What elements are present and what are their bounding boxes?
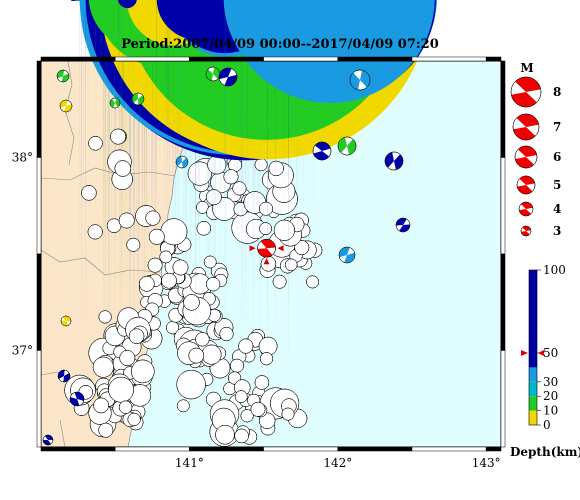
axis-labels: 38° 37° 141° 142° 143° (12, 151, 501, 471)
earthquake-mechanism (228, 0, 272, 235)
earthquake-mechanism (164, 0, 227, 175)
earthquake-mechanism (208, 0, 273, 216)
earthquake-mechanism (238, 0, 347, 354)
earthquake-mechanism (218, 67, 238, 87)
earthquake-mechanism (114, 0, 169, 177)
earthquake-mechanism (57, 369, 71, 383)
depth-band (529, 410, 537, 425)
magnitude-legend-label: 3 (553, 224, 561, 238)
depth-scale-label: 20 (543, 389, 558, 403)
earthquake-mechanism (338, 246, 356, 264)
longitude-tick-label: 143° (472, 456, 501, 470)
earthquake-mechanism (59, 99, 73, 113)
earthquake-mechanism (219, 0, 335, 342)
depth-scale-label: 0 (543, 418, 551, 432)
earthquake-mechanism (131, 92, 145, 106)
depth-scale-label: 50 (543, 346, 558, 360)
earthquake-mechanism (337, 136, 357, 156)
highlight-arrow-bottom (263, 258, 270, 265)
earthquake-mechanism (148, 0, 237, 245)
latitude-tick-label: 38° (12, 151, 33, 165)
earthquake-mechanism (88, 0, 144, 151)
earthquake-mechanism (145, 0, 219, 226)
earthquake-mechanism (56, 69, 70, 83)
earthquake-mechanism (250, 0, 410, 417)
earthquake-mechanism (312, 141, 332, 161)
longitude-tick-label: 142° (323, 456, 352, 470)
magnitude-legend-title: M (520, 61, 533, 75)
earthquake-mechanism (69, 391, 85, 407)
map-title: Period:2007/04/09 00:00--2017/04/09 07:2… (121, 37, 439, 52)
magnitude-legend-symbol (512, 113, 540, 141)
earthquake-mechanism (197, 0, 222, 206)
magnitude-legend-label: 8 (553, 85, 561, 99)
magnitude-legend-symbol (514, 145, 538, 169)
earthquake-mechanism (109, 97, 121, 109)
earthquake-mechanism (247, 0, 310, 256)
earthquake-mechanism (60, 315, 72, 327)
magnitude-legend-symbol (518, 201, 534, 217)
earthquake-mechanism (259, 0, 359, 366)
earthquake-mechanism (230, 0, 295, 241)
earthquake-mechanism (384, 151, 404, 171)
earthquake-mechanism (205, 66, 221, 82)
earthquake-mechanisms (42, 0, 437, 447)
earthquake-mechanism (188, 0, 247, 196)
depth-band (529, 270, 537, 368)
map-frame (36, 56, 506, 452)
depth-scale-title: Depth(km) (510, 445, 580, 459)
magnitude-legend: M 8 7 6 5 4 3 (510, 61, 561, 238)
earthquake-mechanism (281, 0, 415, 421)
latitude-tick-label: 37° (12, 344, 33, 358)
earthquake-mechanism (264, 0, 298, 272)
earthquake-mechanism (168, 0, 284, 177)
magnitude-legend-symbol (510, 76, 542, 108)
earthquake-mechanism (281, 0, 320, 289)
earthquake-mechanism (176, 0, 239, 185)
earthquake-mechanism (254, 0, 383, 390)
earthquake-mechanism (42, 434, 54, 446)
highlight-arrow-right (277, 245, 284, 252)
magnitude-legend-label: 4 (553, 202, 561, 216)
magnitude-legend-label: 6 (553, 150, 561, 164)
earthquake-mechanism (349, 69, 371, 91)
depth-band (529, 367, 537, 382)
highlighted-event-mechanism (257, 238, 276, 258)
earthquake-mechanism (172, 0, 268, 276)
depth-band (529, 381, 537, 397)
longitude-tick-label: 141° (175, 456, 204, 470)
highlight-arrow-left (249, 245, 256, 252)
earthquake-mechanism (272, 0, 287, 289)
depth-marker-left (521, 350, 528, 356)
magnitude-legend-symbol (520, 225, 532, 237)
earthquake-mechanism (175, 155, 189, 169)
earthquake-mechanism (203, 0, 263, 269)
highlighted-event (249, 238, 284, 265)
depth-scale-label: 10 (543, 404, 558, 418)
earthquake-mechanism (110, 0, 137, 145)
depth-scale-label: 100 (543, 263, 566, 277)
magnitude-legend-symbol (516, 175, 536, 195)
magnitude-legend-label: 7 (553, 120, 561, 134)
earthquake-mechanism (395, 217, 411, 233)
magnitude-legend-label: 5 (553, 178, 561, 192)
earthquake-mechanism (207, 0, 316, 322)
depth-band (529, 396, 537, 411)
depth-marker-right (538, 350, 544, 356)
depth-scale-label: 30 (543, 375, 558, 389)
earthquake-mechanism (215, 0, 435, 445)
